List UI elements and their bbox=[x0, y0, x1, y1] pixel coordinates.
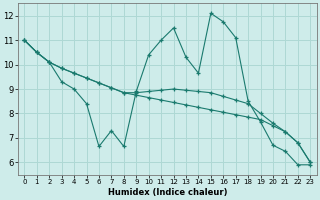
X-axis label: Humidex (Indice chaleur): Humidex (Indice chaleur) bbox=[108, 188, 227, 197]
